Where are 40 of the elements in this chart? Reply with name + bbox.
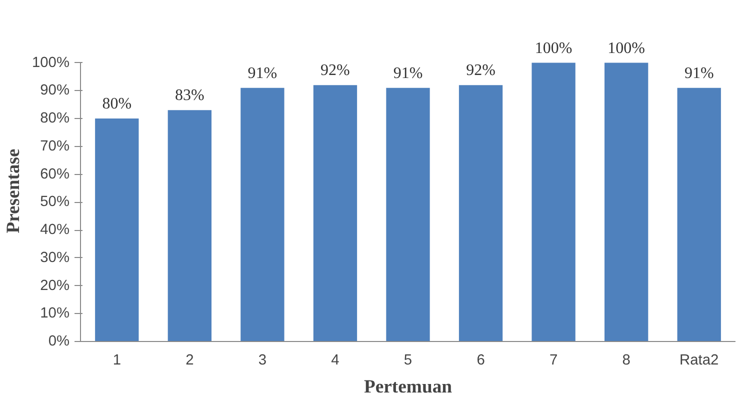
bar <box>168 110 212 342</box>
y-tick-label: 50% <box>40 194 70 210</box>
x-tick-label: 3 <box>258 352 267 368</box>
y-tick-label: 70% <box>40 138 70 154</box>
y-tick-label: 20% <box>40 278 70 294</box>
bar <box>604 62 648 342</box>
data-label: 83% <box>175 87 204 104</box>
x-axis-title: Pertemuan <box>364 376 453 398</box>
x-tick-label: 2 <box>186 352 194 368</box>
bar <box>240 88 284 342</box>
x-tick-label: 6 <box>476 352 485 368</box>
bar <box>313 85 358 342</box>
y-tick-label: 0% <box>48 334 70 350</box>
y-tick-label: 40% <box>40 222 70 238</box>
data-label: 80% <box>102 96 132 113</box>
y-tick-label: 100% <box>32 54 70 71</box>
x-tick-label: 5 <box>404 352 412 368</box>
data-label: 91% <box>684 64 714 82</box>
bar <box>386 88 430 342</box>
data-label: 100% <box>534 40 572 57</box>
bar <box>95 118 139 342</box>
y-tick-label: 80% <box>40 110 70 127</box>
data-label: 100% <box>608 40 645 57</box>
bar <box>532 62 576 342</box>
x-tick-label: 7 <box>549 352 558 368</box>
data-label: 92% <box>320 62 350 80</box>
y-axis-title: Presentase <box>3 148 24 234</box>
x-tick-label: 8 <box>622 352 630 368</box>
x-tick-label: 1 <box>112 352 121 368</box>
data-label: 92% <box>466 62 496 80</box>
y-tick-label: 90% <box>40 82 70 99</box>
x-tick-label: Rata2 <box>680 352 719 368</box>
data-label: 91% <box>248 64 278 82</box>
y-tick-label: 60% <box>40 166 70 182</box>
x-tick-label: 4 <box>331 352 340 368</box>
data-label: 91% <box>393 64 423 82</box>
y-tick-label: 30% <box>40 250 70 266</box>
y-tick-label: 10% <box>40 306 70 322</box>
bar <box>677 88 721 342</box>
bar <box>458 85 503 342</box>
